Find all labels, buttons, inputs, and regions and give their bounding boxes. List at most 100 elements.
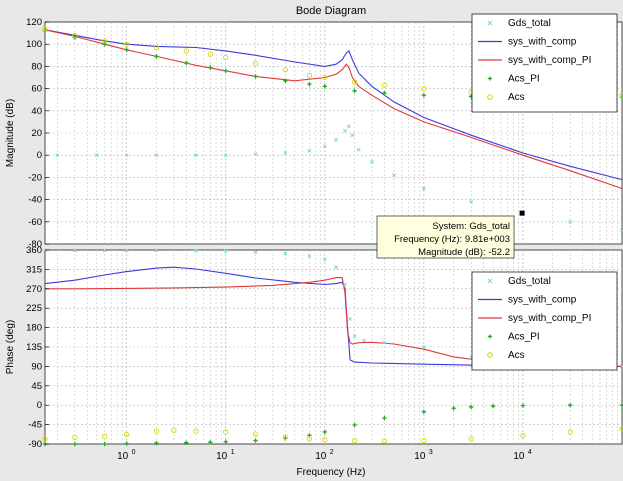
- data-tip-marker[interactable]: [519, 210, 525, 216]
- point-Acs: [351, 437, 358, 444]
- data-tip[interactable]: System: Gds_total Frequency (Hz): 9.81e+…: [376, 215, 515, 259]
- point-Gds_total: [568, 219, 573, 224]
- point-Acs: [223, 54, 229, 61]
- figure-title: Bode Diagram: [296, 5, 366, 17]
- point-Acs_PI: [184, 60, 189, 66]
- point-Acs_PI: [223, 68, 228, 74]
- point-Acs_PI: [154, 54, 159, 59]
- point-Acs_PI: [208, 65, 213, 70]
- point-Acs: [101, 38, 108, 44]
- series-line-sys_with_comp: [44, 266, 623, 367]
- point-Gds_total: [334, 137, 339, 142]
- point-Acs: [42, 26, 48, 32]
- legend-label-Acs_PI: Acs_PI: [508, 332, 540, 343]
- point-Gds_total: [193, 248, 198, 253]
- point-Gds_total: [348, 317, 353, 321]
- point-Acs: [421, 85, 427, 92]
- point-Acs: [381, 438, 388, 444]
- magnitude-series: [42, 26, 623, 233]
- y-tick-label: 60: [31, 84, 42, 95]
- y-tick-label: -80: [28, 239, 42, 250]
- point-Acs_PI: [154, 440, 159, 446]
- magnitude-y-label: Magnitude (dB): [5, 99, 16, 167]
- x-tick-exponent: 2: [330, 449, 334, 456]
- point-Gds_total: [154, 153, 159, 158]
- legend-label-Gds_total: Gds_total: [508, 276, 551, 287]
- point-Acs_PI: [490, 403, 496, 409]
- point-Gds_total: [193, 153, 198, 158]
- point-Gds_total: [334, 265, 339, 270]
- legend-label-sys_with_comp: sys_with_comp: [508, 37, 577, 48]
- point-Acs: [123, 41, 130, 47]
- phase-legend[interactable]: Gds_total sys_with_comp sys_with_comp_PI Ac…: [471, 271, 618, 371]
- point-Acs: [153, 44, 160, 51]
- legend-swatch-Gds_total: [487, 278, 493, 284]
- point-Acs: [421, 437, 427, 444]
- y-tick-label: 360: [26, 245, 42, 256]
- point-Acs: [306, 436, 313, 442]
- point-Gds_total: [382, 340, 387, 345]
- point-Gds_total: [72, 248, 77, 253]
- point-Acs_PI: [382, 415, 387, 421]
- point-Acs_PI: [451, 406, 456, 411]
- legend-label-Acs_PI: Acs_PI: [508, 74, 540, 85]
- point-Gds_total: [94, 153, 99, 158]
- point-Gds_total: [253, 250, 258, 255]
- point-Acs: [282, 67, 289, 73]
- phase-y-label: Phase (deg): [5, 320, 16, 374]
- point-Gds_total: [124, 153, 129, 158]
- point-Gds_total: [223, 153, 228, 158]
- point-Acs_PI: [253, 74, 258, 79]
- point-Acs: [101, 433, 108, 439]
- data-tip-frequency: Frequency (Hz): 9.81e+003: [394, 234, 510, 245]
- y-tick-label: 225: [26, 303, 42, 314]
- legend-swatch-Acs_PI: [488, 334, 492, 339]
- point-Acs: [351, 79, 358, 85]
- point-Acs_PI: [382, 90, 387, 96]
- point-Acs: [42, 436, 48, 442]
- x-tick-exponent: 1: [231, 449, 235, 456]
- point-Gds_total: [223, 249, 228, 254]
- magnitude-legend[interactable]: Gds_total sys_with_comp sys_with_comp_PI Ac…: [471, 13, 618, 113]
- y-tick-label: 90: [31, 361, 42, 372]
- point-Acs_PI: [352, 88, 357, 94]
- legend-swatch-Acs: [487, 94, 493, 100]
- point-Gds_total: [343, 282, 347, 287]
- point-Acs_PI: [253, 438, 258, 443]
- y-tick-label: 45: [31, 381, 42, 392]
- point-Gds_total: [322, 257, 327, 262]
- y-tick-label: 135: [26, 342, 42, 353]
- point-Acs_PI: [619, 403, 623, 408]
- point-Gds_total: [307, 148, 312, 153]
- point-Acs_PI: [307, 81, 312, 87]
- point-Acs_PI: [124, 47, 129, 52]
- point-Acs_PI: [184, 440, 189, 445]
- phase-legend-box: [471, 271, 618, 371]
- point-Acs: [282, 434, 289, 440]
- magnitude-legend-box: [471, 13, 618, 113]
- point-Gds_total: [392, 173, 396, 178]
- point-Acs: [252, 431, 259, 437]
- point-Gds_total: [283, 151, 288, 155]
- point-Gds_total: [469, 199, 474, 204]
- point-Acs: [567, 429, 573, 435]
- point-Acs: [322, 437, 328, 443]
- point-Acs: [306, 72, 313, 78]
- x-tick-exponent: 3: [429, 449, 433, 456]
- phase-y-ticks: -90 -45 0 45 90 135 180 225 270 315 360: [26, 245, 49, 450]
- point-Acs: [183, 48, 189, 54]
- point-Acs: [619, 426, 623, 432]
- point-Gds_total: [421, 186, 426, 191]
- point-Gds_total: [620, 228, 623, 233]
- x-tick-label: 10: [513, 451, 525, 462]
- legend-label-sys_with_comp_PI: sys_with_comp_PI: [508, 55, 591, 66]
- point-Acs_PI: [72, 441, 78, 447]
- series-line-sys_with_comp: [44, 29, 623, 181]
- legend-swatch-Gds_total: [487, 20, 493, 26]
- point-Acs: [468, 436, 474, 442]
- point-Acs_PI: [223, 439, 228, 445]
- data-tip-box: [376, 215, 515, 259]
- y-tick-label: -40: [28, 195, 42, 206]
- x-tick-label: 10: [117, 451, 129, 462]
